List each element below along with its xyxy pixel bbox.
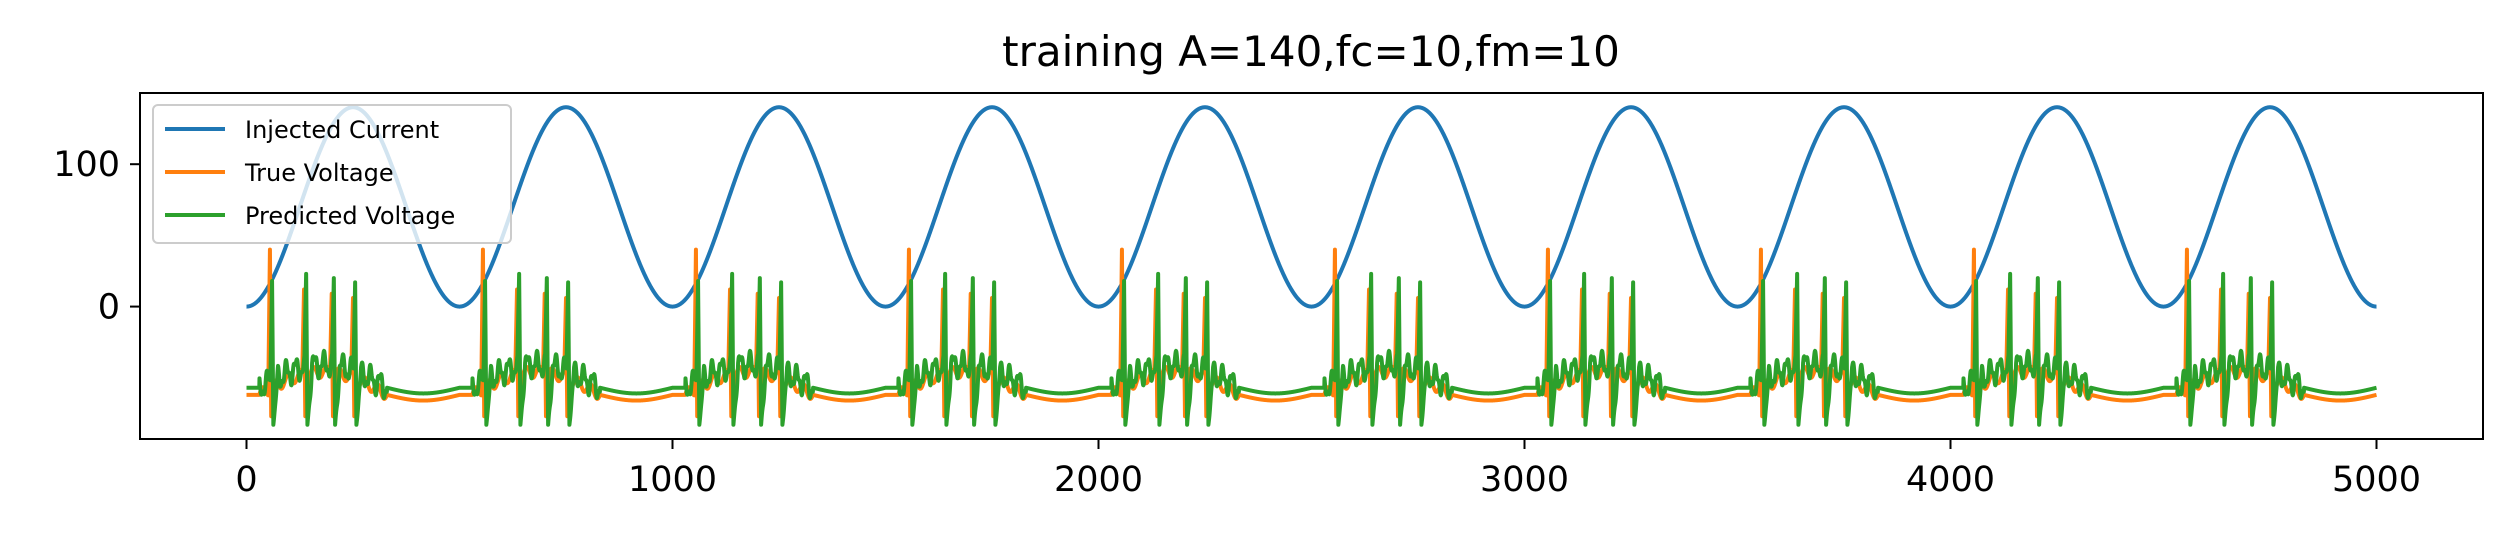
x-tick-label: 4000	[1906, 460, 1995, 500]
x-tick-label: 2000	[1054, 460, 1143, 500]
x-tick-label: 5000	[2332, 460, 2421, 500]
plot-frame	[139, 92, 2484, 440]
series-line-injected-current	[244, 105, 2379, 309]
legend: Injected Current True Voltage Predicted Vo…	[152, 104, 512, 244]
ticks-layer: 0 1000 2000 3000 4000 5000 0 100	[53, 145, 2421, 500]
y-tick-label: 100	[53, 145, 120, 185]
x-tick-label: 1000	[628, 460, 717, 500]
series-layer	[244, 105, 2379, 427]
legend-label: Predicted Voltage	[245, 202, 455, 230]
legend-label: Injected Current	[245, 116, 439, 144]
legend-box	[152, 104, 512, 244]
x-tick-label: 0	[235, 460, 257, 500]
chart-title: training A=140,fc=10,fm=10	[1002, 27, 1620, 76]
legend-label: True Voltage	[244, 159, 394, 187]
y-tick-label: 0	[98, 288, 120, 328]
series-line-predicted-voltage	[244, 271, 2379, 427]
x-tick-label: 3000	[1480, 460, 1569, 500]
